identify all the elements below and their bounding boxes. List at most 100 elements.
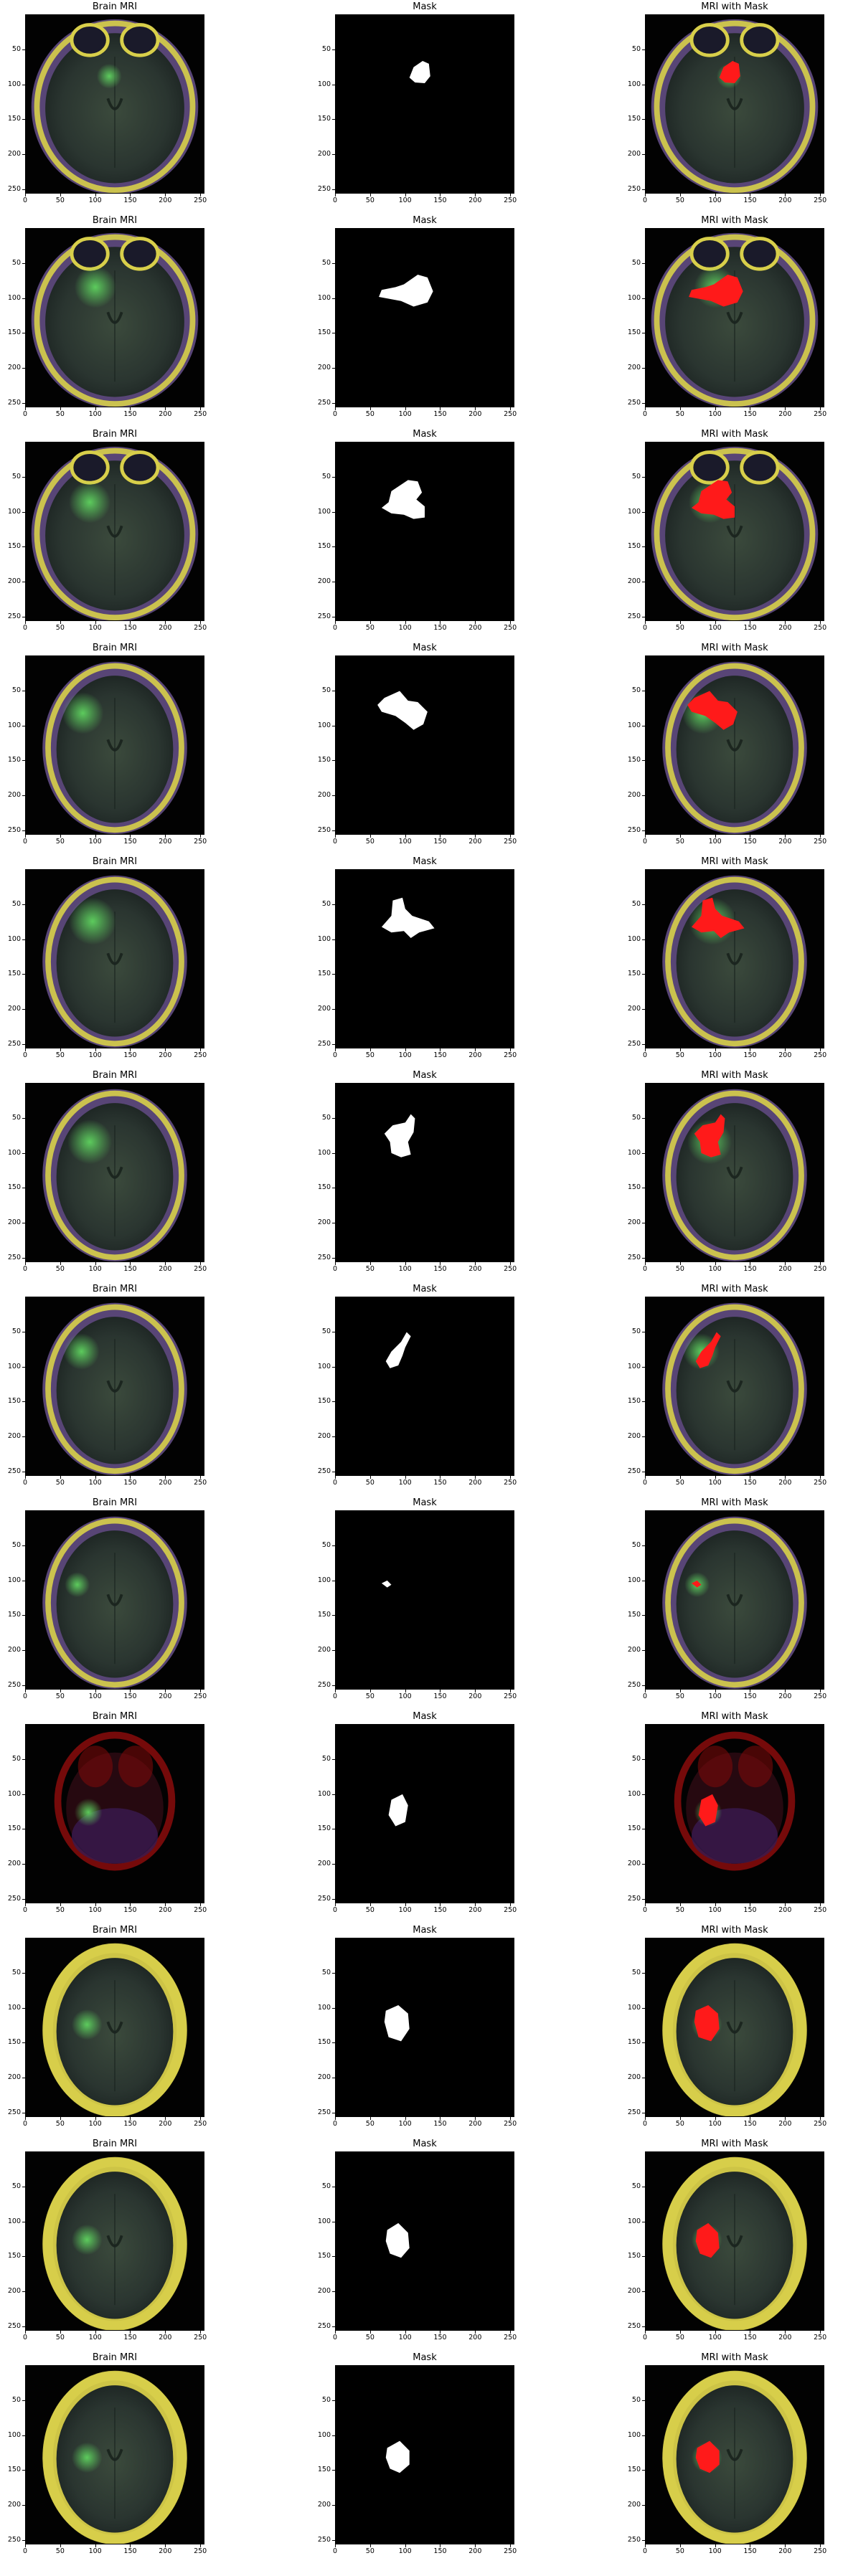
y-tick-label: 100 <box>627 1576 641 1584</box>
x-tick-label: 0 <box>642 1265 648 1273</box>
y-tick-label: 50 <box>631 258 641 267</box>
x-tick <box>785 2544 786 2547</box>
y-tick <box>22 1685 25 1687</box>
x-tick <box>715 194 716 196</box>
x-tick-label: 100 <box>708 838 722 846</box>
x-tick-label: 50 <box>55 624 65 632</box>
y-tick <box>22 368 25 369</box>
x-tick <box>130 1476 131 1479</box>
x-tick <box>645 1262 646 1265</box>
x-tick-label: 0 <box>22 1479 28 1487</box>
x-tick <box>60 621 61 624</box>
x-tick <box>60 407 61 410</box>
y-tick <box>332 1545 335 1546</box>
x-tick <box>440 1262 441 1265</box>
brain-mri-panel: Brain MRI 0 50 50 100 100 150 150 200 200 250 250 <box>8 2139 207 2341</box>
x-tick-label: 0 <box>642 2120 648 2128</box>
x-tick <box>510 621 512 624</box>
x-tick-label: 250 <box>814 1692 827 1700</box>
panel-title: Mask <box>413 215 437 226</box>
y-tick-label: 150 <box>317 1397 331 1406</box>
x-tick-label: 200 <box>778 1692 792 1700</box>
panel-title: Brain MRI <box>92 1497 138 1508</box>
mask-panel: Mask 0 50 50 100 100 150 150 200 200 250 250 <box>318 2139 517 2341</box>
x-tick-label: 150 <box>743 1692 757 1700</box>
y-tick <box>642 1615 645 1616</box>
y-tick-label: 100 <box>317 507 331 516</box>
y-tick-label: 200 <box>7 1860 21 1868</box>
y-tick-label: 250 <box>7 2108 21 2117</box>
x-tick <box>645 2331 646 2334</box>
x-tick-label: 50 <box>365 1051 374 1059</box>
x-tick <box>335 194 336 196</box>
panel-title: MRI with Mask <box>701 643 768 653</box>
x-tick-label: 100 <box>398 1906 412 1914</box>
y-tick-label: 250 <box>317 1681 331 1690</box>
x-tick-label: 50 <box>365 2120 374 2128</box>
mri-with-mask-panel: MRI with Mask 0 50 50 100 100 150 150 200 200 250 2… <box>628 2 826 204</box>
y-tick-label: 50 <box>11 1968 21 1976</box>
x-tick <box>165 1903 166 1906</box>
y-tick-label: 100 <box>627 293 641 302</box>
y-tick-label: 50 <box>321 686 331 694</box>
x-tick-label: 250 <box>814 2334 827 2341</box>
y-tick <box>332 2007 335 2009</box>
y-tick-label: 50 <box>11 1754 21 1763</box>
y-tick-label: 250 <box>627 1254 641 1262</box>
y-tick <box>332 1615 335 1616</box>
x-tick <box>645 1690 646 1692</box>
y-tick <box>642 1972 645 1974</box>
y-tick-label: 50 <box>11 899 21 908</box>
x-tick-label: 100 <box>398 624 412 632</box>
mask-panel: Mask 0 50 50 100 100 150 150 200 200 250 250 <box>318 216 517 418</box>
x-tick-label: 250 <box>814 1051 827 1059</box>
x-tick-label: 200 <box>468 2334 482 2341</box>
x-tick-label: 200 <box>778 2334 792 2341</box>
x-tick <box>165 194 166 196</box>
y-tick-label: 100 <box>317 2003 331 2012</box>
panel-title: MRI with Mask <box>701 215 768 226</box>
y-tick-label: 200 <box>7 2073 21 2082</box>
x-tick <box>679 1690 681 1692</box>
y-tick-label: 200 <box>317 364 331 372</box>
x-tick-label: 150 <box>433 1265 447 1273</box>
x-tick-label: 0 <box>332 2547 338 2555</box>
y-tick <box>22 2505 25 2506</box>
y-tick-label: 150 <box>627 2252 641 2260</box>
x-tick-label: 100 <box>88 1906 102 1914</box>
mri-image <box>25 1510 204 1690</box>
x-tick <box>165 2117 166 2120</box>
x-tick-label: 150 <box>433 1692 447 1700</box>
mri-with-mask-panel: MRI with Mask 0 50 50 100 100 150 150 200 200 250 2… <box>628 430 826 632</box>
x-tick <box>679 835 681 838</box>
x-tick <box>440 2544 441 2547</box>
brain-mri-panel: Brain MRI 0 50 50 100 100 150 150 200 200 250 250 <box>8 1498 207 1700</box>
y-tick <box>22 2256 25 2258</box>
x-tick <box>95 2544 96 2547</box>
y-tick-label: 150 <box>627 2038 641 2047</box>
y-tick-label: 50 <box>11 1113 21 1122</box>
y-tick-label: 100 <box>7 1362 21 1370</box>
y-tick <box>642 2291 645 2293</box>
x-tick <box>715 2544 716 2547</box>
x-tick <box>60 1690 61 1692</box>
y-tick <box>22 1972 25 1974</box>
y-tick-label: 50 <box>321 1113 331 1122</box>
x-tick <box>405 1690 406 1692</box>
y-tick-label: 200 <box>627 2501 641 2509</box>
x-tick <box>510 194 512 196</box>
y-tick-label: 100 <box>627 1148 641 1157</box>
panel-title: Mask <box>413 643 437 653</box>
x-tick-label: 200 <box>468 2120 482 2128</box>
x-tick-label: 100 <box>88 2547 102 2555</box>
x-tick <box>820 1048 821 1051</box>
x-tick-label: 50 <box>675 1479 684 1487</box>
y-tick <box>22 1366 25 1368</box>
y-tick <box>642 1258 645 1259</box>
x-tick-label: 150 <box>743 2547 757 2555</box>
y-tick-label: 250 <box>7 399 21 407</box>
y-tick <box>642 1044 645 1046</box>
x-tick <box>785 2117 786 2120</box>
x-tick <box>130 835 131 838</box>
y-tick <box>22 2540 25 2542</box>
